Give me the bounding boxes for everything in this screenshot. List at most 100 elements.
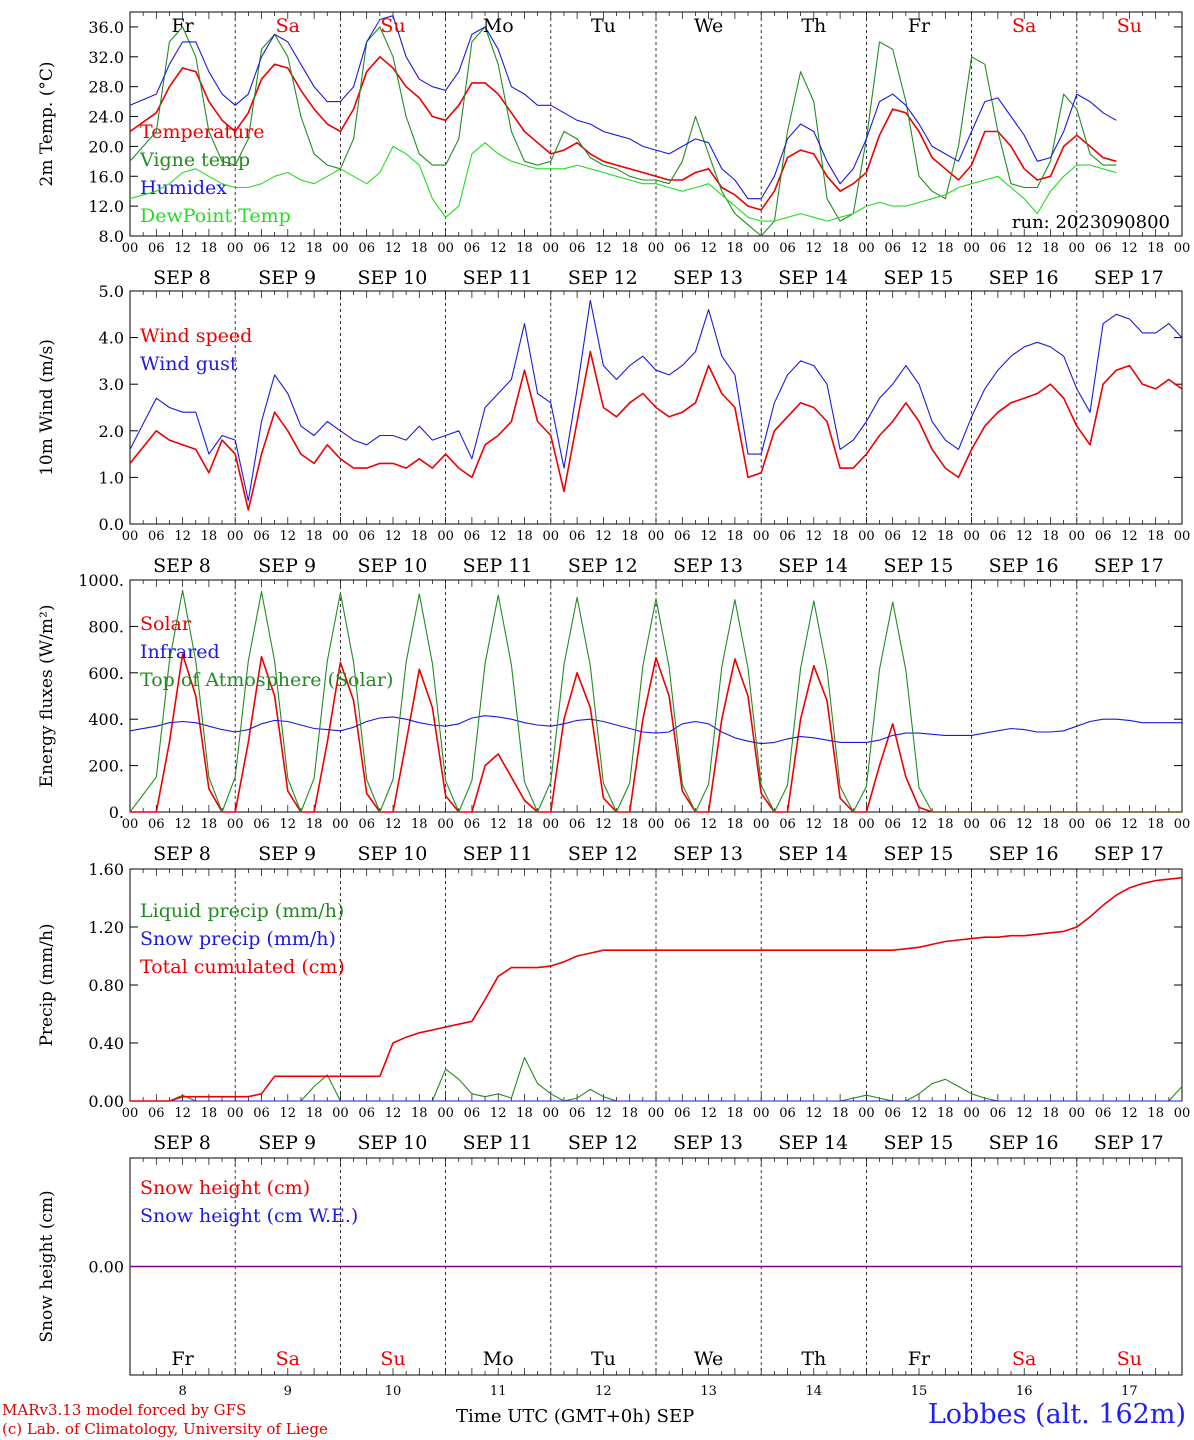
hour-label: 18: [306, 817, 323, 832]
hour-label: 00: [648, 529, 665, 544]
hour-label: 18: [411, 1106, 428, 1121]
hour-label: 06: [358, 241, 375, 256]
day-label: SEP 16: [989, 843, 1059, 865]
day-label: SEP 11: [463, 555, 533, 577]
hour-label: 06: [569, 241, 586, 256]
day-label: SEP 13: [673, 555, 743, 577]
hour-label: 06: [358, 817, 375, 832]
y-tick-label: 24.0: [88, 108, 124, 127]
legend-entry: Infrared: [140, 641, 220, 663]
hour-label: 12: [490, 529, 507, 544]
day-number: 14: [806, 1384, 823, 1399]
x-axis-month: SEP: [656, 1406, 695, 1427]
hour-label: 06: [990, 529, 1007, 544]
hour-label: 06: [148, 241, 165, 256]
hour-label: 06: [779, 529, 796, 544]
y-tick-label: 2.0: [99, 422, 124, 441]
day-label: SEP 14: [778, 1132, 848, 1154]
hour-label: 06: [464, 1106, 481, 1121]
weekday-label: We: [694, 1348, 723, 1370]
panel-flux: 0. 200. 400. 600. 800. 1000. Energy fluxes (W/…: [37, 571, 1190, 865]
panel-precip: 0.00 0.40 0.80 1.20 1.60 Precip (mm/h) Liquid …: [37, 860, 1190, 1154]
hour-label: 00: [227, 241, 244, 256]
hour-label: 18: [1042, 241, 1059, 256]
day-label: SEP 10: [357, 267, 427, 289]
hour-label: 18: [201, 241, 218, 256]
hour-label: 00: [963, 241, 980, 256]
hour-label: 12: [174, 817, 191, 832]
hour-label: 06: [569, 529, 586, 544]
day-label: SEP 10: [357, 843, 427, 865]
legend-entry: Snow height (cm W.E.): [140, 1205, 358, 1227]
hour-label: 18: [1042, 817, 1059, 832]
weekday-label: Fr: [908, 1348, 931, 1370]
hour-label: 00: [122, 241, 139, 256]
hour-label: 00: [122, 817, 139, 832]
hour-label: 12: [1016, 241, 1033, 256]
day-label: SEP 16: [989, 1132, 1059, 1154]
hour-label: 00: [227, 529, 244, 544]
hour-label: 18: [516, 529, 533, 544]
hour-label: 00: [648, 1106, 665, 1121]
hour-label: 18: [727, 241, 744, 256]
y-tick-label: 600.: [88, 664, 124, 683]
day-label: SEP 12: [568, 843, 638, 865]
hour-label: 18: [937, 241, 954, 256]
series-line-flux-2: [129, 589, 1182, 813]
y-tick-label: 1.0: [99, 468, 124, 487]
day-label: SEP 13: [673, 1132, 743, 1154]
hour-label: 06: [990, 1106, 1007, 1121]
panel-wind: 0.0 1.0 2.0 3.0 4.0 5.0 10m Wind (m/s) Wind spe…: [37, 282, 1190, 577]
hour-label: 00: [332, 817, 349, 832]
day-label: SEP 17: [1094, 267, 1164, 289]
hour-label: 18: [727, 529, 744, 544]
hour-label: 00: [1174, 241, 1191, 256]
hour-label: 12: [385, 241, 402, 256]
y-tick-label: 28.0: [88, 78, 124, 97]
hour-label: 18: [516, 241, 533, 256]
weekday-label: We: [694, 15, 723, 37]
hour-label: 00: [753, 1106, 770, 1121]
hour-label: 18: [306, 1106, 323, 1121]
x-axis-title: Time UTC (GMT+0h) SEP: [456, 1406, 694, 1427]
day-label: SEP 11: [463, 1132, 533, 1154]
y-tick-label: 0.00: [88, 1258, 124, 1277]
hour-label: 06: [148, 529, 165, 544]
y-tick-label: 1.20: [88, 918, 124, 937]
hour-label: 18: [621, 529, 638, 544]
weekday-label: Th: [801, 1348, 826, 1370]
weekday-label: Sa: [276, 1348, 300, 1370]
hour-label: 00: [648, 241, 665, 256]
day-label: SEP 14: [778, 843, 848, 865]
hour-label: 00: [858, 241, 875, 256]
hour-label: 18: [411, 529, 428, 544]
hour-label: 12: [911, 817, 928, 832]
series-line-flux-1: [129, 715, 1182, 745]
hour-label: 00: [1069, 817, 1086, 832]
weekday-label: Su: [380, 15, 405, 37]
hour-label: 12: [1121, 817, 1138, 832]
hour-label: 00: [437, 529, 454, 544]
y-tick-label: 5.0: [99, 282, 124, 301]
day-label: SEP 8: [153, 1132, 211, 1154]
hour-label: 06: [569, 1106, 586, 1121]
y-tick-label: 1000.: [78, 571, 124, 590]
legend-entry: Wind gust: [140, 353, 238, 375]
day-label: SEP 8: [153, 267, 211, 289]
hour-label: 06: [253, 817, 270, 832]
hour-label: 00: [437, 817, 454, 832]
hour-label: 12: [1121, 241, 1138, 256]
plot-frame: [129, 11, 1183, 237]
day-label: SEP 15: [883, 843, 953, 865]
day-number: 17: [1121, 1384, 1138, 1399]
hour-label: 06: [253, 241, 270, 256]
legend-entry: Solar: [140, 613, 192, 635]
hour-label: 00: [648, 817, 665, 832]
day-label: SEP 11: [463, 843, 533, 865]
y-axis-title: Precip (mm/h): [37, 923, 57, 1046]
y-tick-label: 1.60: [88, 860, 124, 879]
hour-label: 12: [174, 241, 191, 256]
weekday-label: Th: [801, 15, 826, 37]
day-label: SEP 16: [989, 555, 1059, 577]
hour-label: 18: [832, 241, 849, 256]
